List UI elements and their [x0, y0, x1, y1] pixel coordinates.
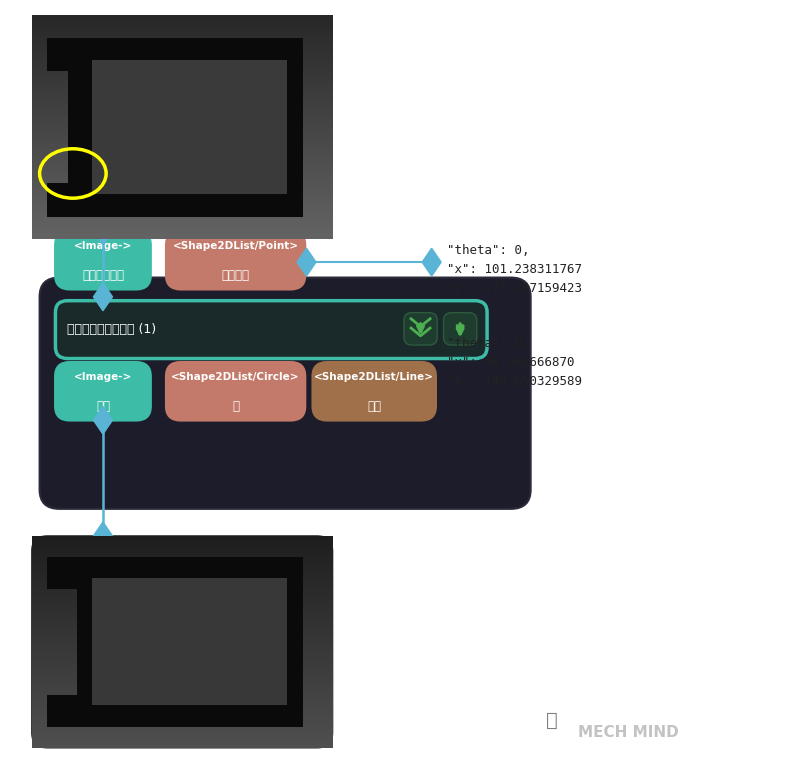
Text: <Shape2DList/Line>: <Shape2DList/Line> — [314, 372, 434, 382]
Text: 可视化彩色图: 可视化彩色图 — [82, 269, 124, 282]
FancyBboxPatch shape — [55, 301, 487, 359]
Text: MECH MIND: MECH MIND — [578, 725, 679, 740]
FancyBboxPatch shape — [313, 362, 436, 420]
FancyBboxPatch shape — [32, 536, 333, 748]
Text: <Image->: <Image-> — [74, 372, 132, 382]
Text: 图像: 图像 — [96, 400, 110, 413]
Text: "theta": 0,
"x": 101.238311767
"y": 271.307159423: "theta": 0, "x": 101.238311767 "y": 271.… — [447, 244, 582, 295]
FancyBboxPatch shape — [404, 313, 437, 345]
Polygon shape — [93, 283, 112, 311]
Polygon shape — [93, 522, 112, 550]
Text: "theta": 0,
"x": 96.661666870
"y": 148.650329589: "theta": 0, "x": 96.661666870 "y": 148.6… — [447, 337, 582, 388]
Text: 交点信息: 交点信息 — [222, 269, 249, 282]
Polygon shape — [47, 38, 303, 217]
Polygon shape — [47, 557, 303, 726]
Polygon shape — [422, 248, 441, 276]
Text: 线段: 线段 — [367, 400, 381, 413]
Polygon shape — [92, 578, 287, 705]
Text: 计算线段和圆的交点 (1): 计算线段和圆的交点 (1) — [67, 323, 157, 336]
FancyBboxPatch shape — [444, 313, 477, 345]
FancyBboxPatch shape — [166, 362, 305, 420]
FancyBboxPatch shape — [166, 231, 305, 289]
FancyBboxPatch shape — [55, 231, 150, 289]
Polygon shape — [297, 248, 316, 276]
Text: <Image->: <Image-> — [74, 241, 132, 251]
Polygon shape — [93, 406, 112, 434]
Polygon shape — [92, 60, 287, 194]
Text: 圆: 圆 — [232, 400, 239, 413]
Polygon shape — [93, 217, 112, 245]
Text: 🦾: 🦾 — [546, 712, 558, 730]
Text: <Shape2DList/Point>: <Shape2DList/Point> — [173, 241, 299, 251]
Text: <Shape2DList/Circle>: <Shape2DList/Circle> — [171, 372, 300, 382]
FancyBboxPatch shape — [55, 362, 150, 420]
FancyBboxPatch shape — [40, 278, 531, 509]
